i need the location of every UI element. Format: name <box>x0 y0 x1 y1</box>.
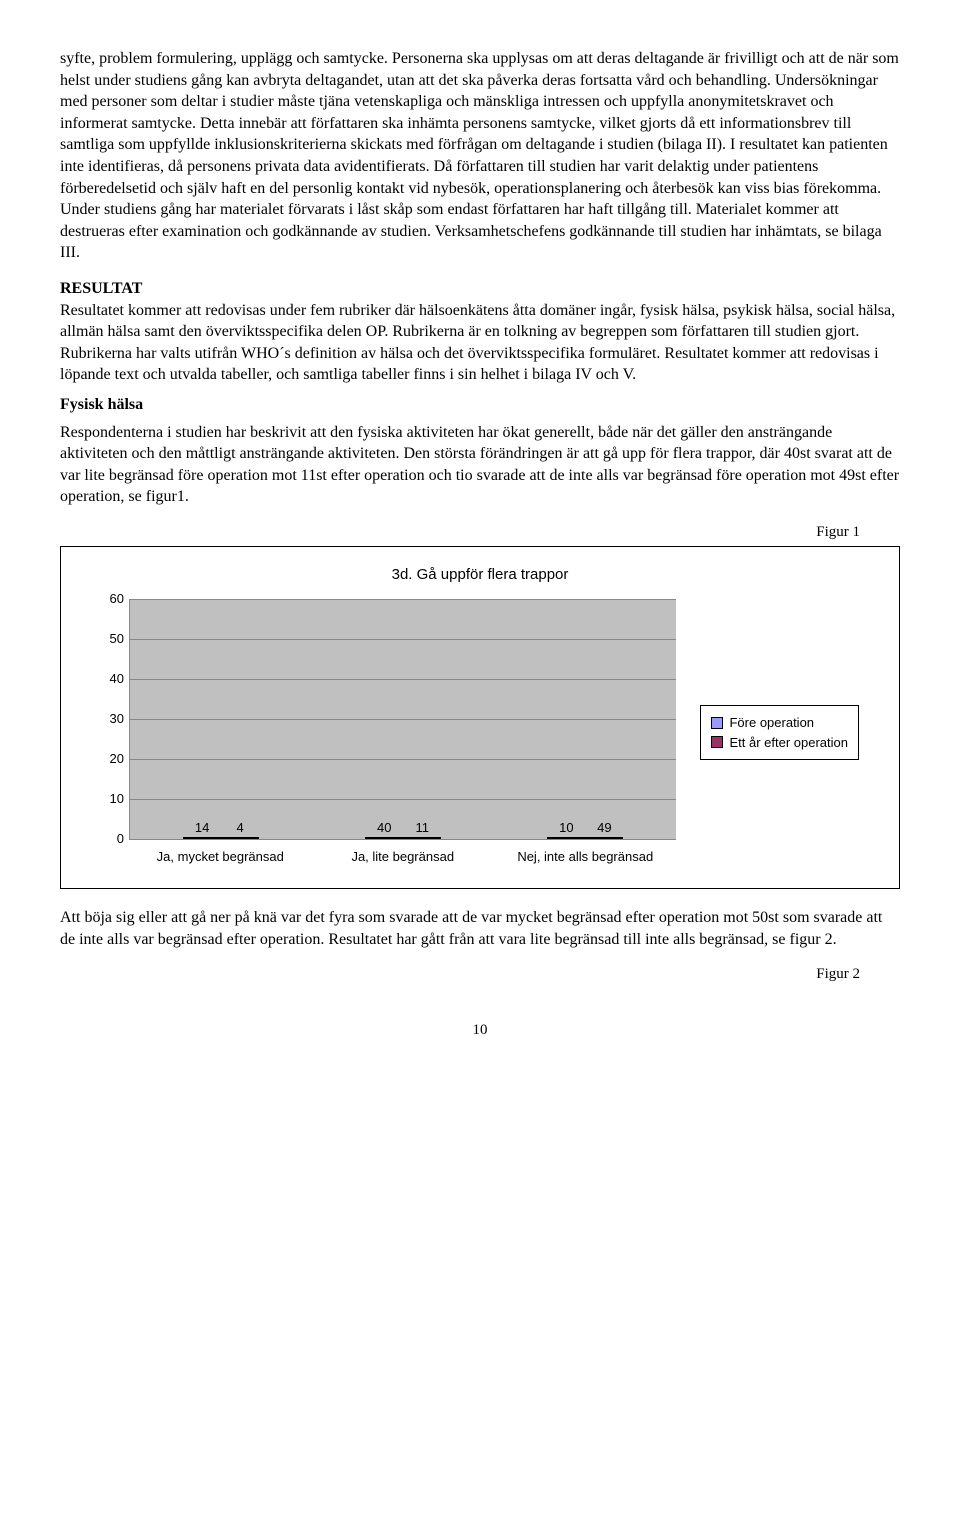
x-axis-label: Nej, inte alls begränsad <box>494 848 677 866</box>
y-tick: 20 <box>110 751 130 769</box>
legend-label: Före operation <box>729 714 814 732</box>
chart-frame: 3d. Gå uppför flera trappor 0 10 20 30 40 50 6… <box>60 546 900 889</box>
figure-2-label: Figur 2 <box>60 964 900 984</box>
figure-1-label: Figur 1 <box>60 522 900 542</box>
bar: 14 <box>183 837 221 839</box>
intro-paragraph: syfte, problem formulering, upplägg och … <box>60 48 900 264</box>
legend-swatch <box>711 736 723 748</box>
legend-swatch <box>711 717 723 729</box>
y-tick: 40 <box>110 671 130 689</box>
resultat-heading: RESULTAT <box>60 280 142 297</box>
x-axis-label: Ja, mycket begränsad <box>129 848 312 866</box>
legend-label: Ett år efter operation <box>729 734 848 752</box>
y-tick: 10 <box>110 791 130 809</box>
resultat-section: RESULTAT Resultatet kommer att redovisas… <box>60 278 900 386</box>
chart-plot: 010203040506014440111049 Ja, mycket begr… <box>101 599 676 866</box>
bar: 11 <box>403 837 441 839</box>
chart-title: 3d. Gå uppför flera trappor <box>101 565 859 585</box>
y-tick: 50 <box>110 631 130 649</box>
bar-value-label: 10 <box>559 819 573 837</box>
bar: 10 <box>547 837 585 839</box>
y-tick: 60 <box>110 591 130 609</box>
bar-value-label: 14 <box>195 819 209 837</box>
resultat-body: Resultatet kommer att redovisas under fe… <box>60 302 895 384</box>
bar-value-label: 40 <box>377 819 391 837</box>
x-axis-label: Ja, lite begränsad <box>312 848 495 866</box>
fysisk-heading: Fysisk hälsa <box>60 394 900 416</box>
bar-group: 1049 <box>547 837 623 839</box>
bar-value-label: 49 <box>597 819 611 837</box>
chart-legend: Före operation Ett år efter operation <box>700 705 859 760</box>
bar-value-label: 4 <box>236 819 243 837</box>
legend-item: Före operation <box>711 714 848 732</box>
y-tick: 0 <box>117 831 130 849</box>
bar: 4 <box>221 837 259 839</box>
y-tick: 30 <box>110 711 130 729</box>
bar: 49 <box>585 837 623 839</box>
closing-paragraph: Att böja sig eller att gå ner på knä var… <box>60 907 900 950</box>
bar: 40 <box>365 837 403 839</box>
legend-item: Ett år efter operation <box>711 734 848 752</box>
page-number: 10 <box>60 1020 900 1040</box>
bar-group: 144 <box>183 837 259 839</box>
bar-group: 4011 <box>365 837 441 839</box>
fysisk-body: Respondenterna i studien har beskrivit a… <box>60 422 900 508</box>
bar-value-label: 11 <box>415 819 429 837</box>
